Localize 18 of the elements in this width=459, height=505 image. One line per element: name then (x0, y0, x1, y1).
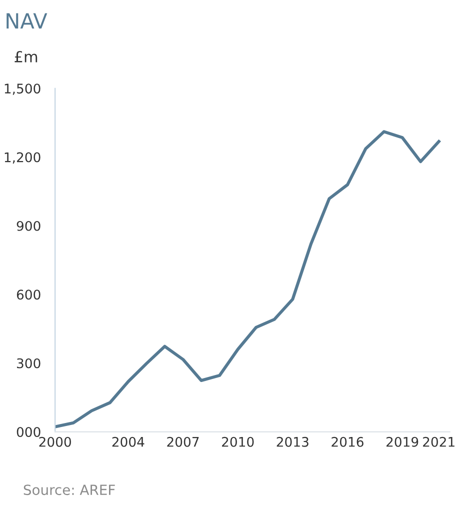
x-tick-label: 2019 (386, 436, 418, 447)
y-tick-label: 1,500 (4, 84, 40, 95)
x-tick-label: 2004 (112, 436, 144, 447)
source-note: Source: AREF (24, 484, 115, 496)
x-tick-label: 2010 (222, 436, 254, 447)
y-axis-title: £m (14, 50, 38, 62)
chart-title: NAV (6, 13, 48, 28)
y-tick-label: 300 (17, 358, 40, 368)
x-tick-label: 2013 (276, 436, 308, 447)
y-tick-label: 900 (16, 220, 40, 231)
y-tick-label: 1,200 (4, 152, 40, 164)
x-tick-label: 2007 (167, 436, 199, 447)
line-series (55, 130, 440, 428)
x-tick-label: 2016 (332, 436, 364, 447)
y-tick-label: 600 (16, 290, 40, 300)
y-tick-label: 000 (16, 426, 40, 437)
x-tick-label: 2021 (423, 436, 454, 447)
x-tick-label: 2000 (39, 436, 71, 447)
